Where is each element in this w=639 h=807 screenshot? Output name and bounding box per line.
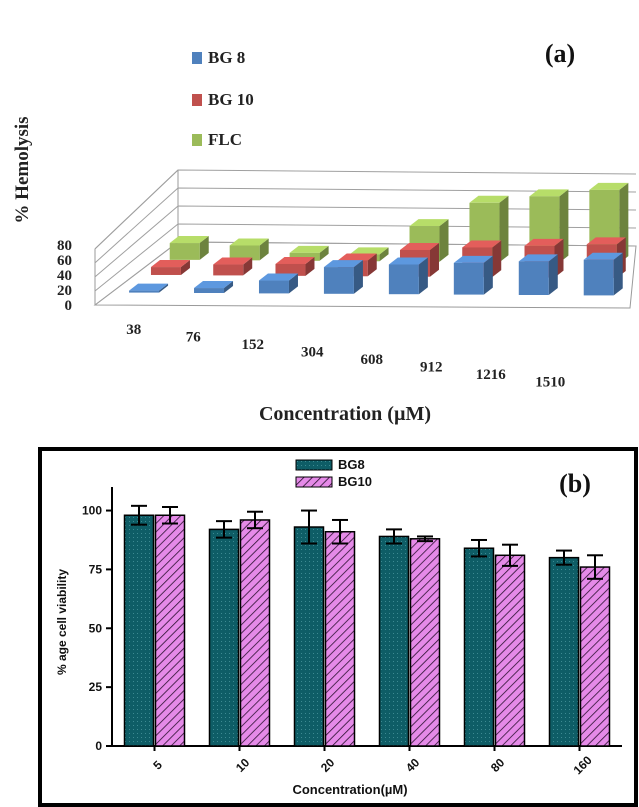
chart-a-x-ticks: 38 76 152 304 608 912 1216 1510 xyxy=(126,322,565,391)
legend-swatch-flc xyxy=(192,134,202,146)
chart-b-y-axis-label: % age cell viability xyxy=(55,569,69,675)
bar-bg8-608 xyxy=(388,257,428,295)
chart-a-x-tick-label: 76 xyxy=(186,329,202,345)
bar-bg10-160 xyxy=(579,554,611,747)
chart-b-x-axis-label: Concentration(µM) xyxy=(292,782,407,797)
legend-label-bg10-b: BG10 xyxy=(338,474,372,489)
chart-a-y-tick-label: 0 xyxy=(65,298,73,314)
bar-bg8-76 xyxy=(194,281,234,293)
bar-bg8-20 xyxy=(293,509,325,747)
bar-bg10-40 xyxy=(409,535,441,747)
chart-a-x-tick-label: 1216 xyxy=(476,367,507,383)
bar-bg8-304 xyxy=(323,260,363,294)
bar-bg10-38 xyxy=(150,260,190,275)
chart-b-axes: 0 25 50 75 100 xyxy=(82,487,622,753)
bar-bg8-10 xyxy=(208,520,240,747)
chart-a-y-axis-label: % Hemolysis xyxy=(12,116,33,223)
chart-a-x-tick-label: 152 xyxy=(242,337,265,353)
chart-b-y-tick-label: 50 xyxy=(89,621,103,635)
bar-bg10-76 xyxy=(213,257,253,276)
bar-flc-38 xyxy=(169,236,209,260)
chart-a-x-tick-label: 304 xyxy=(301,344,324,360)
chart-b-bars xyxy=(123,504,611,747)
chart-b-y-tick-label: 100 xyxy=(82,504,102,518)
chart-a-x-tick-label: 608 xyxy=(361,352,384,368)
legend-label-bg8-b: BG8 xyxy=(338,457,365,472)
bar-bg10-20 xyxy=(324,518,356,747)
chart-b-y-tick-label: 0 xyxy=(95,739,102,753)
chart-a-gridline xyxy=(94,187,637,264)
chart-a-y-tick-label: 80 xyxy=(57,238,72,254)
chart-b-y-tick-label: 75 xyxy=(89,562,103,576)
chart-a-x-tick-label: 1510 xyxy=(535,374,565,390)
bar-bg8-5 xyxy=(123,504,155,747)
chart-a-gridline xyxy=(94,169,637,250)
bar-bg8-80 xyxy=(463,538,495,747)
bar-bg10-5 xyxy=(154,506,186,747)
chart-a-x-tick-label: 912 xyxy=(420,359,443,375)
chart-b-legend: BG8 BG10 xyxy=(295,457,372,489)
bar-flc-152 xyxy=(289,245,329,261)
bar-bg10-80 xyxy=(494,543,526,747)
chart-a-panel-label: (a) xyxy=(545,39,575,68)
bar-bg8-912 xyxy=(453,255,493,295)
legend-swatch-bg10 xyxy=(192,94,202,106)
bar-bg8-40 xyxy=(378,528,410,747)
legend-label-bg8: BG 8 xyxy=(208,48,245,67)
bar-flc-76 xyxy=(229,238,269,261)
bar-bg10-152 xyxy=(275,256,315,276)
bar-bg10-10 xyxy=(239,510,271,747)
legend-swatch-bg8 xyxy=(192,52,202,64)
chart-b-y-tick-label: 25 xyxy=(89,680,103,694)
legend-label-bg10: BG 10 xyxy=(208,90,254,109)
chart-a-legend: BG 8 BG 10 FLC xyxy=(192,48,254,149)
chart-a-y-tick-label: 20 xyxy=(57,283,72,299)
legend-swatch-bg8-b xyxy=(295,459,333,471)
chart-b-panel-label: (b) xyxy=(559,469,591,498)
bar-bg8-152 xyxy=(258,273,298,294)
chart-a-x-axis-label: Concentration (µM) xyxy=(259,403,431,425)
chart-a-y-tick-label: 60 xyxy=(57,253,72,269)
chart-a-bars xyxy=(129,182,629,296)
legend-swatch-bg10-b xyxy=(295,476,333,488)
bar-bg8-38 xyxy=(129,283,169,293)
chart-a-y-tick-label: 40 xyxy=(57,268,72,284)
bar-bg8-1216 xyxy=(518,254,558,295)
legend-label-flc: FLC xyxy=(208,130,242,149)
chart-a-x-tick-label: 38 xyxy=(126,322,141,338)
bar-bg8-1510 xyxy=(583,252,623,296)
bar-bg8-160 xyxy=(548,549,580,747)
